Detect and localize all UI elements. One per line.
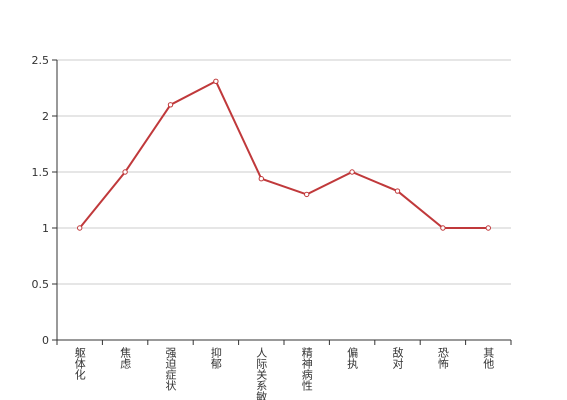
point bbox=[485, 225, 491, 231]
y-tick-label: 1.5 bbox=[32, 166, 50, 179]
x-tick-label: 人际关系敏感 bbox=[255, 347, 268, 400]
point bbox=[394, 188, 401, 194]
point bbox=[77, 225, 83, 231]
line bbox=[78, 79, 489, 229]
y-tick-label: 1 bbox=[42, 222, 49, 235]
x-tick-label: 焦虑 bbox=[119, 347, 132, 369]
y-tick-label: 0 bbox=[42, 334, 49, 347]
x-tick-label: 恐怖 bbox=[436, 347, 449, 369]
x-tick-label: 精神病性 bbox=[300, 347, 313, 392]
x-tick-label: 躯体化 bbox=[73, 347, 86, 381]
point bbox=[258, 176, 264, 182]
point bbox=[122, 169, 128, 175]
point bbox=[304, 191, 310, 198]
y-tick-label: 0.5 bbox=[32, 278, 50, 291]
y-tick-label: 2.5 bbox=[32, 54, 50, 67]
point bbox=[349, 169, 355, 175]
point bbox=[440, 225, 446, 231]
x-tick-label: 其他 bbox=[482, 347, 495, 369]
point bbox=[213, 78, 219, 84]
x-tick-label: 敌对 bbox=[391, 346, 404, 369]
point bbox=[167, 102, 174, 108]
x-tick-label: 抑郁 bbox=[209, 346, 222, 369]
x-tick-label: 偏执 bbox=[346, 346, 359, 370]
x-tick-label: 强迫症状 bbox=[164, 347, 177, 391]
y-tick-label: 2 bbox=[42, 110, 49, 123]
